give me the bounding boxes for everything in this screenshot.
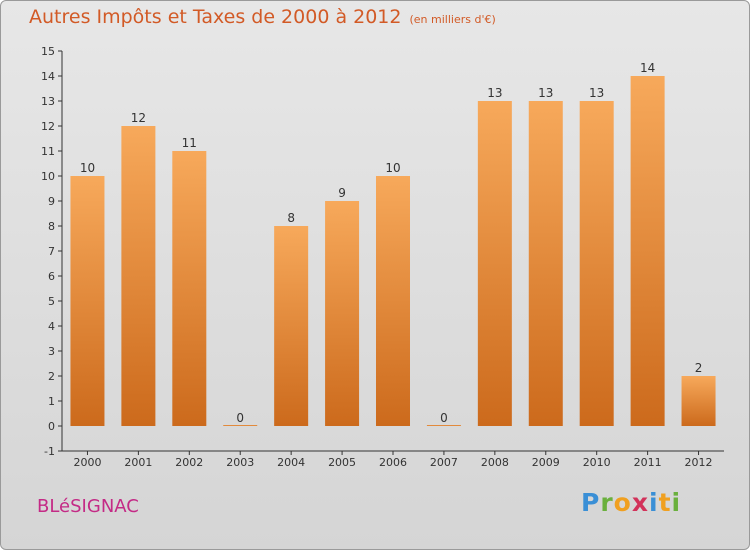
data-label: 9 — [338, 186, 346, 200]
y-tick-label: 4 — [48, 320, 55, 333]
bar-2004 — [274, 226, 309, 426]
data-label: 13 — [589, 86, 604, 100]
x-tick-label: 2001 — [124, 456, 152, 469]
y-tick-label: 5 — [48, 295, 55, 308]
y-tick-label: 14 — [41, 70, 55, 83]
x-tick-label: 2004 — [277, 456, 305, 469]
bar-2005 — [325, 201, 360, 426]
y-tick-label: 7 — [48, 245, 55, 258]
chart-unit: (en milliers d'€) — [409, 13, 496, 26]
bar-2003 — [223, 425, 258, 426]
commune-name: BLéSIGNAC — [37, 496, 139, 517]
logo-letter: r — [600, 488, 614, 517]
x-tick-label: 2002 — [175, 456, 203, 469]
chart-title-text: Autres Impôts et Taxes de 2000 à 2012 — [29, 6, 402, 28]
y-tick-label: 8 — [48, 220, 55, 233]
x-tick-label: 2006 — [379, 456, 407, 469]
bar-2000 — [70, 176, 105, 426]
bar-2010 — [579, 101, 614, 426]
bar-2009 — [528, 101, 563, 426]
x-tick-label: 2005 — [328, 456, 356, 469]
x-tick-label: 2003 — [226, 456, 254, 469]
data-label: 0 — [440, 411, 448, 425]
x-tick-label: 2011 — [634, 456, 662, 469]
y-tick-label: 12 — [41, 120, 55, 133]
data-label: 13 — [487, 86, 502, 100]
x-tick-label: 2000 — [73, 456, 101, 469]
y-tick-label: 15 — [41, 45, 55, 58]
y-tick-label: 6 — [48, 270, 55, 283]
proxiti-logo: Proxiti — [581, 488, 681, 517]
data-label: 0 — [236, 411, 244, 425]
y-tick-label: 13 — [41, 95, 55, 108]
data-label: 10 — [385, 161, 400, 175]
logo-letter: P — [581, 488, 601, 517]
bar-2006 — [376, 176, 410, 426]
logo-letter: i — [649, 488, 659, 517]
y-tick-label: 3 — [48, 345, 55, 358]
y-tick-label: 10 — [41, 170, 55, 183]
logo-letter: o — [613, 488, 632, 517]
data-label: 11 — [182, 136, 197, 150]
bar-2011 — [630, 76, 665, 426]
logo-letter: i — [671, 488, 682, 517]
bar-2001 — [121, 126, 156, 426]
data-label: 2 — [695, 361, 703, 375]
data-label: 14 — [640, 61, 655, 75]
y-tick-label: 9 — [48, 195, 55, 208]
chart-title: Autres Impôts et Taxes de 2000 à 2012 (en… — [29, 6, 496, 28]
x-tick-label: 2008 — [481, 456, 509, 469]
x-tick-label: 2007 — [430, 456, 458, 469]
bar-2008 — [477, 101, 512, 426]
bars: 10 12 11 0 8 9 10 0 13 13 13 14 2 — [70, 61, 716, 426]
bar-2012 — [681, 376, 716, 426]
y-tick-label: 11 — [41, 145, 55, 158]
logo-letter: t — [658, 488, 672, 517]
y-tick-label: 0 — [48, 420, 55, 433]
bar-2002 — [172, 151, 207, 426]
x-tick-label: 2010 — [583, 456, 611, 469]
bar-2007 — [426, 425, 461, 426]
x-tick-label: 2009 — [532, 456, 560, 469]
data-label: 8 — [287, 211, 295, 225]
data-label: 13 — [538, 86, 553, 100]
data-label: 12 — [131, 111, 146, 125]
y-tick-label: 1 — [48, 395, 55, 408]
y-tick-label: 2 — [48, 370, 55, 383]
x-tick-label: 2012 — [685, 456, 713, 469]
logo-letter: x — [631, 488, 649, 517]
y-tick-label: -1 — [44, 445, 55, 458]
data-label: 10 — [80, 161, 95, 175]
